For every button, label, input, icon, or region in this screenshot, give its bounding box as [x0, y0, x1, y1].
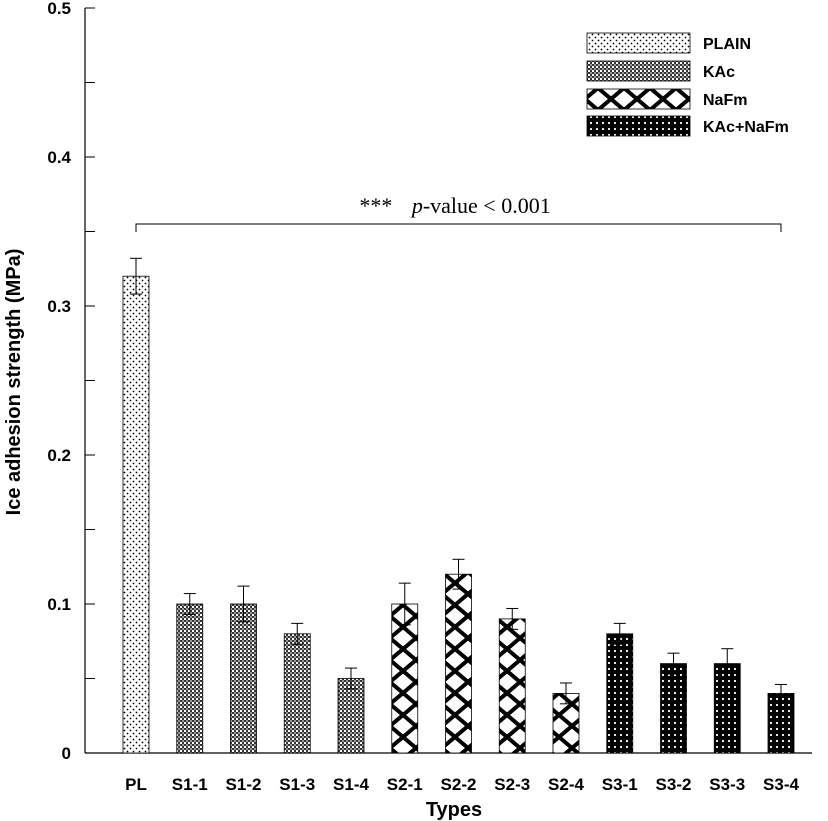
bar-s2-1 [391, 603, 419, 754]
x-tick-label-s3-3: S3-3 [709, 775, 745, 794]
bar-s1-1 [176, 603, 204, 754]
y-tick-label: 0.1 [47, 595, 71, 614]
x-tick-label-s3-2: S3-2 [656, 775, 692, 794]
x-tick-label-s2-4: S2-4 [548, 775, 584, 794]
x-tick-label-s1-3: S1-3 [279, 775, 315, 794]
bars [122, 275, 795, 754]
bar-s3-2 [660, 663, 687, 754]
bar-s1-2 [230, 603, 257, 754]
legend: PLAIN KAc NaFm KAc+NaFm [586, 32, 789, 137]
p-label: p [410, 193, 423, 218]
bar-s1-4 [337, 678, 365, 754]
legend-swatch-nafm [586, 88, 691, 110]
bar-s1-3 [283, 633, 311, 754]
significance-stars: *** [359, 193, 392, 218]
bar-s2-2 [445, 573, 472, 754]
x-axis-title: Types [426, 799, 482, 821]
error-bars [130, 257, 787, 705]
significance-annotation: *** p-value < 0.001 [135, 193, 782, 233]
y-tick-label: 0.5 [47, 0, 71, 18]
x-tick-label-s2-1: S2-1 [387, 775, 423, 794]
y-tick-label: 0.4 [47, 148, 71, 167]
significance-bracket [135, 223, 782, 233]
bar-pl [122, 275, 150, 754]
legend-swatch-plain [586, 32, 691, 54]
legend-label-nafm: NaFm [703, 92, 747, 109]
x-tick-label-s1-1: S1-1 [172, 775, 208, 794]
legend-swatch-kac [586, 60, 691, 82]
x-tick-label-s2-2: S2-2 [441, 775, 477, 794]
bar-s2-3 [498, 618, 526, 754]
bar-s3-4 [767, 693, 795, 754]
legend-label-plain: PLAIN [703, 36, 751, 53]
legend-label-kac-nafm: KAc+NaFm [703, 119, 789, 136]
legend-label-kac: KAc [703, 64, 735, 81]
p-value-text: -value < 0.001 [423, 193, 551, 218]
y-axis-title: Ice adhesion strength (MPa) [3, 249, 25, 516]
y-tick-label: 0 [62, 744, 71, 763]
significance-text: *** p-value < 0.001 [359, 193, 550, 218]
x-tick-label-s3-4: S3-4 [763, 775, 799, 794]
x-tick-label-s1-2: S1-2 [226, 775, 262, 794]
x-tick-labels: PL S1-1 S1-2 S1-3 S1-4 S2-1 S2-2 S2-3 S2-4 S3-1 S3… [125, 775, 799, 794]
y-tick-label: 0.2 [47, 446, 71, 465]
y-tick-label: 0.3 [47, 297, 71, 316]
bar-s2-4 [552, 693, 580, 754]
bar-s3-3 [713, 663, 741, 754]
x-tick-label-s1-4: S1-4 [333, 775, 369, 794]
legend-swatch-kac-nafm [586, 115, 691, 137]
bar-s3-1 [606, 633, 634, 754]
x-tick-label-pl: PL [125, 775, 147, 794]
x-tick-label-s2-3: S2-3 [494, 775, 530, 794]
x-tick-label-s3-1: S3-1 [602, 775, 638, 794]
y-ticks: 0 0.1 0.2 0.3 0.4 0.5 [47, 0, 95, 763]
